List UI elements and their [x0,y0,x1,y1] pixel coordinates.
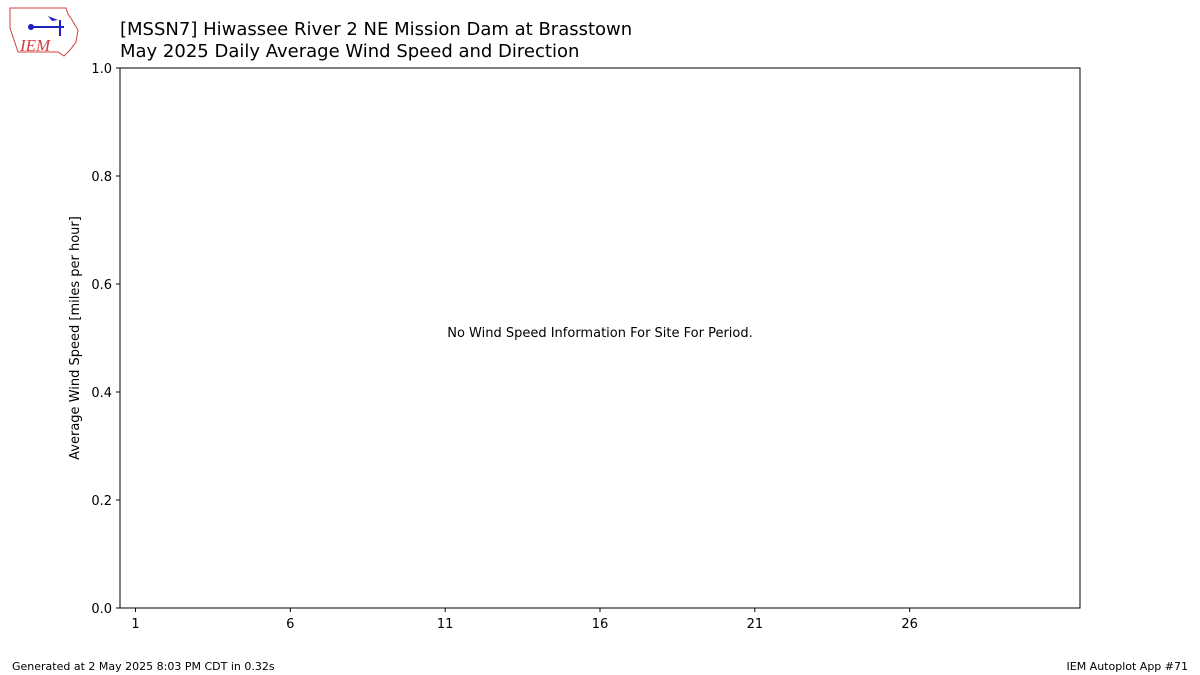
x-tick-label: 11 [437,617,454,632]
y-tick-label: 1.0 [91,62,112,77]
logo-text: IEM [19,36,51,55]
logo: IEM [9,7,79,57]
footer-left: Generated at 2 May 2025 8:03 PM CDT in 0… [12,660,275,673]
x-tick-label: 1 [131,617,139,632]
footer-right: IEM Autoplot App #71 [1067,660,1189,673]
y-tick-label: 0.0 [91,602,112,617]
chart-subtitle: May 2025 Daily Average Wind Speed and Di… [120,41,579,62]
x-tick-label: 16 [592,617,609,632]
chart-title: [MSSN7] Hiwassee River 2 NE Mission Dam … [120,19,632,40]
y-tick-label: 0.8 [91,170,112,185]
y-tick-label: 0.2 [91,494,112,509]
annotation: No Wind Speed Information For Site For P… [447,326,753,341]
x-tick-label: 21 [747,617,764,632]
y-axis-label: Average Wind Speed [miles per hour] [68,216,83,460]
y-tick-label: 0.6 [91,278,112,293]
y-tick-label: 0.4 [91,386,112,401]
x-tick-label: 6 [286,617,294,632]
x-tick-label: 26 [901,617,918,632]
